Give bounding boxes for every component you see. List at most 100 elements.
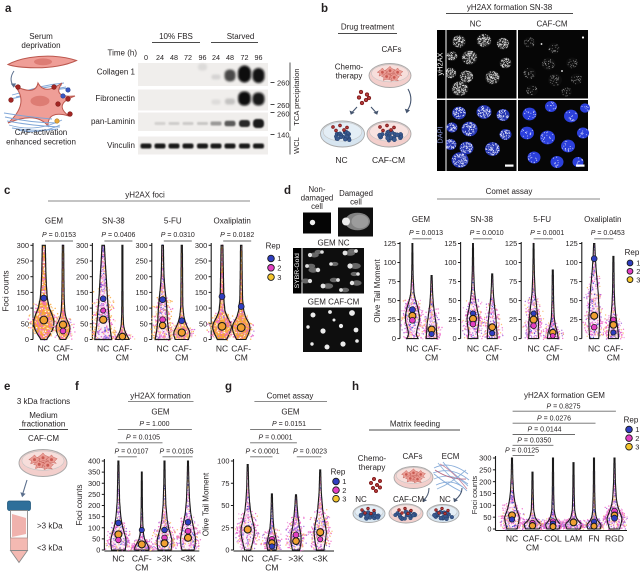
- svg-text:g: g: [225, 381, 232, 393]
- svg-text:CAFs: CAFs: [382, 45, 402, 54]
- svg-text:50: 50: [140, 319, 148, 328]
- svg-text:250: 250: [135, 257, 147, 266]
- svg-text:cell: cell: [311, 202, 323, 211]
- svg-text:0: 0: [25, 335, 29, 344]
- svg-text:P = 0.0010: P = 0.0010: [470, 230, 504, 237]
- svg-text:GEM: GEM: [412, 215, 431, 224]
- svg-text:25: 25: [509, 315, 517, 324]
- svg-text:GEM NC: GEM NC: [318, 239, 350, 248]
- svg-text:300: 300: [195, 241, 207, 250]
- svg-text:0: 0: [513, 334, 517, 343]
- svg-text:50: 50: [199, 319, 207, 328]
- svg-text:100: 100: [444, 258, 456, 267]
- svg-text:Matrix feeding: Matrix feeding: [390, 420, 440, 429]
- svg-text:SN-38: SN-38: [470, 215, 493, 224]
- svg-text:<3K: <3K: [180, 554, 196, 564]
- svg-text:Foci counts: Foci counts: [470, 476, 479, 515]
- svg-text:RGD: RGD: [605, 534, 624, 544]
- svg-text:1: 1: [342, 477, 346, 486]
- svg-text:100: 100: [135, 304, 147, 313]
- svg-text:CM: CM: [486, 353, 499, 363]
- svg-text:P = 0.0182: P = 0.0182: [220, 232, 254, 239]
- svg-text:enhanced secretion: enhanced secretion: [6, 138, 76, 147]
- svg-text:>3K: >3K: [157, 554, 173, 564]
- svg-text:yH2AX formation GEM: yH2AX formation GEM: [524, 391, 605, 400]
- svg-text:GEM CAF-CM: GEM CAF-CM: [308, 298, 360, 307]
- svg-text:48: 48: [170, 53, 178, 62]
- svg-text:2: 2: [635, 434, 639, 443]
- svg-text:Foci counts: Foci counts: [2, 271, 11, 312]
- svg-text:25: 25: [570, 315, 578, 324]
- svg-text:50: 50: [92, 534, 100, 543]
- svg-text:125: 125: [384, 239, 396, 248]
- svg-text:GEM: GEM: [45, 217, 64, 226]
- svg-text:100: 100: [195, 304, 207, 313]
- svg-text:2: 2: [342, 486, 346, 495]
- svg-text:P = 0.0406: P = 0.0406: [101, 232, 135, 239]
- svg-text:ECM: ECM: [442, 452, 460, 461]
- svg-text:250: 250: [479, 465, 491, 474]
- svg-text:1: 1: [277, 254, 281, 263]
- svg-text:CM: CM: [235, 353, 248, 363]
- svg-text:P = 0.0107: P = 0.0107: [114, 448, 148, 455]
- svg-text:CM: CM: [265, 563, 278, 571]
- svg-text:<3 kDa: <3 kDa: [37, 544, 63, 553]
- svg-text:300: 300: [479, 454, 491, 463]
- svg-text:P < 0.0001: P < 0.0001: [245, 448, 279, 455]
- svg-text:therapy: therapy: [336, 72, 363, 81]
- svg-text:NC: NC: [470, 20, 482, 29]
- svg-text:96: 96: [199, 53, 207, 62]
- svg-text:TCA precipitation: TCA precipitation: [292, 68, 301, 125]
- svg-text:CAF-: CAF-: [53, 344, 73, 354]
- svg-text:0: 0: [392, 334, 396, 343]
- svg-text:Comet assay: Comet assay: [486, 187, 533, 196]
- svg-text:Non-: Non-: [309, 185, 326, 194]
- svg-text:P = 0.0144: P = 0.0144: [527, 427, 561, 434]
- svg-text:COL: COL: [544, 534, 562, 544]
- svg-text:CAF-: CAF-: [482, 344, 502, 354]
- svg-text:200: 200: [17, 272, 29, 281]
- svg-text:CAF-: CAF-: [543, 344, 563, 354]
- svg-text:CAF-CM: CAF-CM: [393, 495, 424, 504]
- svg-text:Vinculin: Vinculin: [107, 141, 135, 150]
- svg-text:75: 75: [448, 277, 456, 286]
- svg-text:75: 75: [509, 277, 517, 286]
- svg-text:Rep: Rep: [266, 242, 281, 251]
- svg-text:0: 0: [144, 53, 148, 62]
- svg-text:Collagen 1: Collagen 1: [97, 68, 136, 77]
- svg-text:0: 0: [225, 546, 229, 555]
- svg-text:>3K: >3K: [288, 554, 304, 564]
- svg-text:250: 250: [88, 490, 100, 499]
- svg-text:Drug treatment: Drug treatment: [341, 23, 395, 32]
- svg-text:Comet assay: Comet assay: [267, 392, 314, 401]
- svg-text:3: 3: [636, 275, 640, 284]
- svg-text:0: 0: [487, 525, 491, 534]
- svg-text:200: 200: [479, 477, 491, 486]
- svg-text:Olive Tail Moment: Olive Tail Moment: [373, 259, 382, 323]
- svg-text:NC: NC: [216, 344, 228, 354]
- svg-text:50: 50: [570, 296, 578, 305]
- svg-text:100: 100: [88, 523, 100, 532]
- svg-text:CAF-: CAF-: [231, 344, 251, 354]
- svg-text:150: 150: [76, 288, 88, 297]
- svg-text:125: 125: [565, 239, 577, 248]
- svg-text:NC: NC: [406, 344, 418, 354]
- svg-text:Time (h): Time (h): [108, 49, 138, 58]
- svg-text:50: 50: [388, 296, 396, 305]
- svg-text:CAF-: CAF-: [523, 534, 543, 544]
- svg-text:fractionation: fractionation: [22, 420, 66, 429]
- svg-text:CAF-CM: CAF-CM: [536, 20, 567, 29]
- svg-text:therapy: therapy: [359, 463, 386, 472]
- svg-text:CAF-: CAF-: [262, 554, 282, 564]
- svg-text:96: 96: [255, 53, 263, 62]
- svg-text:Oxaliplatin: Oxaliplatin: [584, 215, 621, 224]
- svg-text:b: b: [321, 3, 328, 15]
- svg-text:GEM: GEM: [151, 408, 170, 417]
- svg-text:P = 0.0105: P = 0.0105: [159, 448, 193, 455]
- svg-text:NC: NC: [335, 155, 347, 165]
- svg-text:125: 125: [505, 239, 517, 248]
- svg-text:50: 50: [80, 319, 88, 328]
- svg-text:SN-38: SN-38: [102, 217, 125, 226]
- svg-text:h: h: [352, 381, 359, 393]
- svg-text:100: 100: [479, 501, 491, 510]
